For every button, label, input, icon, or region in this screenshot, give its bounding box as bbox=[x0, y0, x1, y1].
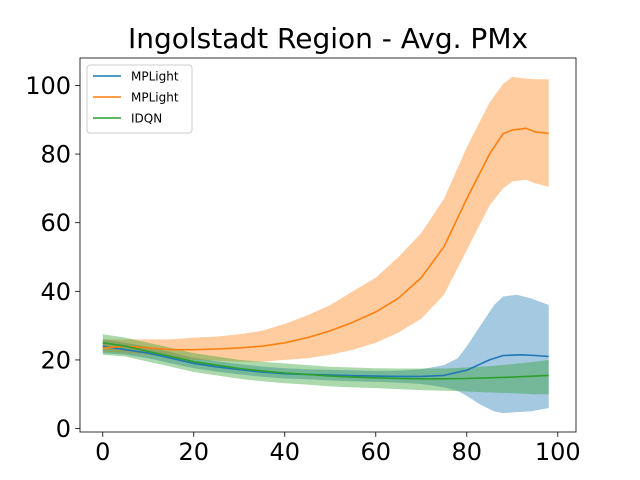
y-tick-label: 40 bbox=[40, 278, 71, 306]
series-2-band bbox=[102, 76, 549, 362]
y-tick-label: 60 bbox=[40, 209, 71, 237]
series-1-line bbox=[102, 345, 549, 378]
legend-box bbox=[86, 64, 193, 134]
y-tick-label: 0 bbox=[56, 415, 71, 443]
x-tick-label: 0 bbox=[95, 438, 110, 466]
x-tick-label: 40 bbox=[269, 438, 300, 466]
y-tick-label: 20 bbox=[40, 346, 71, 374]
legend-label-2: MPLight bbox=[131, 91, 179, 105]
y-tick-label: 80 bbox=[40, 141, 71, 169]
y-tick-label: 100 bbox=[25, 72, 71, 100]
series-3-line bbox=[102, 342, 549, 380]
series-2-line bbox=[102, 127, 549, 351]
x-tick-label: 80 bbox=[452, 438, 483, 466]
plot-frame bbox=[79, 57, 577, 433]
axes: 0 20 40 60 80 100 0 20 40 60 80 100 bbox=[25, 57, 581, 466]
series-lines bbox=[102, 127, 549, 380]
legend-label-3: IDQN bbox=[131, 112, 162, 126]
x-tick-label: 60 bbox=[361, 438, 392, 466]
series-1-band bbox=[102, 294, 549, 414]
x-tick-label: 20 bbox=[178, 438, 209, 466]
legend: MPLight MPLight IDQN bbox=[86, 64, 193, 134]
chart-title: Ingolstadt Region - Avg. PMx bbox=[128, 22, 528, 55]
legend-label-1: MPLight bbox=[131, 70, 179, 84]
x-tick-label: 100 bbox=[535, 438, 581, 466]
